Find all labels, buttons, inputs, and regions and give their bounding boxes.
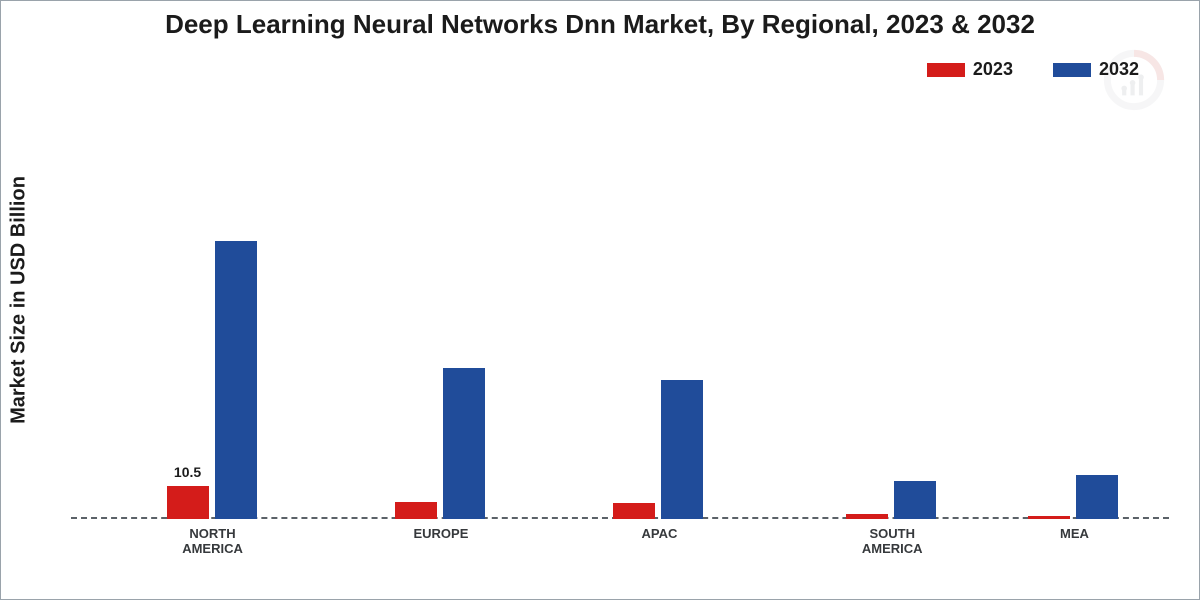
bar-2023: [395, 502, 437, 519]
bar-group: [846, 481, 936, 519]
x-axis-label: NORTH AMERICA: [143, 526, 283, 556]
bar-2023: [846, 514, 888, 519]
bar-group: [395, 368, 485, 519]
y-axis-label: Market Size in USD Billion: [8, 176, 31, 424]
value-callout: 10.5: [168, 464, 208, 480]
bar-group: [1028, 475, 1118, 519]
bar-2032: [1076, 475, 1118, 519]
bar-2032: [894, 481, 936, 519]
x-axis-label: EUROPE: [371, 526, 511, 541]
bar-2032: [215, 241, 257, 519]
chart-legend: 2023 2032: [927, 59, 1139, 80]
plot-area: 10.5: [71, 111, 1169, 519]
x-axis-label: APAC: [589, 526, 729, 541]
bar-2023: [613, 503, 655, 519]
watermark-logo: [1099, 45, 1169, 115]
x-axis-label: MEA: [1004, 526, 1144, 541]
x-axis-label: SOUTH AMERICA: [822, 526, 962, 556]
bar-2023: [1028, 516, 1070, 519]
legend-item-2023: 2023: [927, 59, 1013, 80]
legend-swatch-2023: [927, 63, 965, 77]
legend-swatch-2032: [1053, 63, 1091, 77]
bar-group: [613, 380, 703, 519]
legend-label-2032: 2032: [1099, 59, 1139, 80]
bar-2023: [167, 486, 209, 519]
legend-item-2032: 2032: [1053, 59, 1139, 80]
bar-2032: [443, 368, 485, 519]
legend-label-2023: 2023: [973, 59, 1013, 80]
bar-2032: [661, 380, 703, 519]
chart-title: Deep Learning Neural Networks Dnn Market…: [1, 9, 1199, 40]
chart-root: Deep Learning Neural Networks Dnn Market…: [0, 0, 1200, 600]
